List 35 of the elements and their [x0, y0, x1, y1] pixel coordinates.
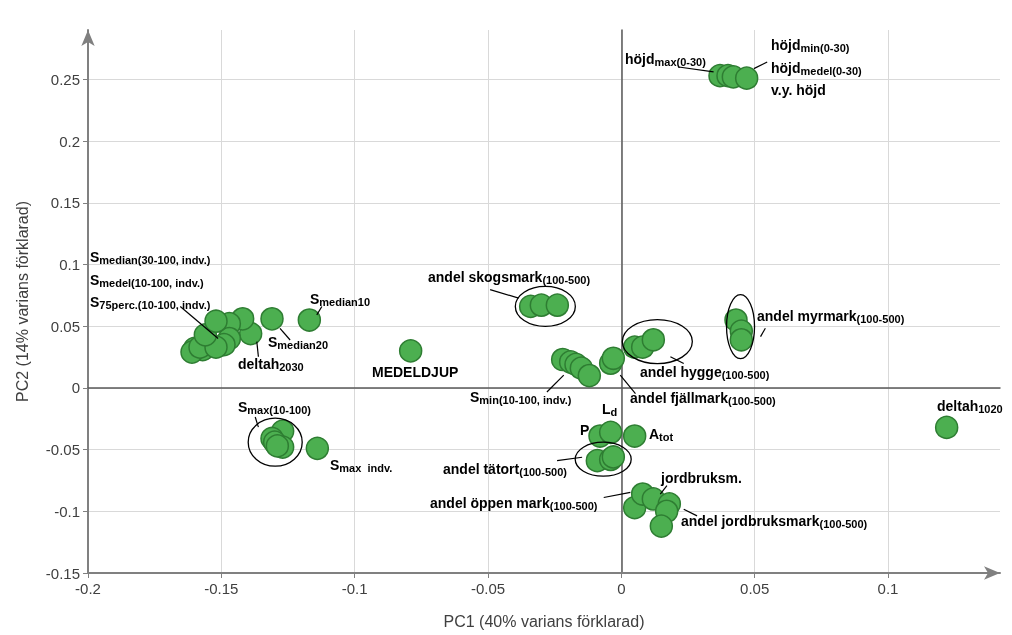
- point: [598, 420, 623, 445]
- annotation: jordbruksm.: [660, 470, 742, 486]
- x-tick-label: -0.15: [204, 580, 239, 597]
- x-tick-label: -0.1: [341, 580, 368, 597]
- point: [649, 514, 674, 538]
- annotation: MEDELDJUP: [372, 364, 459, 380]
- point: [260, 307, 284, 331]
- y-tick-label: 0.1: [59, 255, 80, 273]
- y-tick-label: -0.1: [54, 502, 80, 520]
- point: [601, 346, 626, 371]
- y-tick-label: 0.25: [50, 70, 80, 88]
- y-tick-label: -0.15: [45, 564, 80, 582]
- point: [622, 424, 647, 448]
- x-tick-label: -0.05: [470, 580, 506, 597]
- point: [398, 339, 423, 363]
- y-tick-label: 0.05: [50, 317, 80, 335]
- annotation: P: [580, 422, 590, 438]
- x-tick-label: -0.2: [75, 580, 101, 597]
- point: [729, 328, 754, 352]
- point: [305, 436, 330, 461]
- x-axis-title: PC1 (40% varians förklarad): [443, 612, 645, 630]
- point: [934, 415, 959, 440]
- point: [204, 309, 228, 333]
- x-tick-label: 0.1: [877, 580, 899, 597]
- point: [297, 308, 322, 332]
- x-tick-label: 0.05: [740, 580, 770, 597]
- point: [734, 66, 759, 90]
- point: [577, 363, 602, 388]
- y-tick-label: 0: [71, 379, 80, 397]
- y-tick-label: -0.05: [45, 441, 80, 459]
- annotation: v.y. höjd: [771, 82, 826, 98]
- x-tick-label: 0: [617, 580, 626, 597]
- y-tick-label: 0.2: [59, 132, 80, 150]
- y-tick-label: 0.15: [50, 194, 80, 212]
- y-axis-title: PC2 (14% varians förklarad): [13, 201, 31, 402]
